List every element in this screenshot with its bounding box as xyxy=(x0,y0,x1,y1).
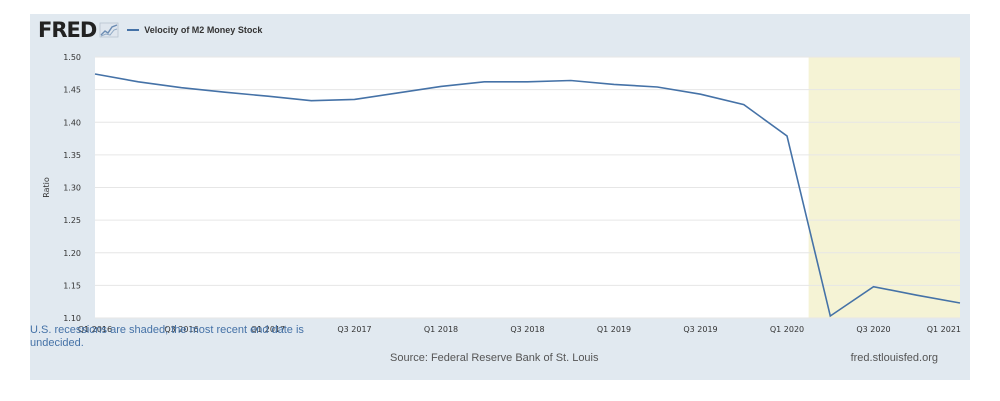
x-tick-label: Q1 2020 xyxy=(770,325,804,334)
x-tick-labels: Q1 2016 Q3 2016 Q1 2017 Q3 2017 Q1 2018 Q3 20… xyxy=(78,325,961,334)
x-tick-label: Q3 2018 xyxy=(510,325,544,334)
y-tick-label: 1.30 xyxy=(63,184,81,193)
data-point[interactable] xyxy=(655,85,659,89)
x-tick-label: Q3 2019 xyxy=(683,325,717,334)
line-chart: 1.10 1.15 1.20 1.25 1.30 1.35 1.40 1.45 1.50 Q1 … xyxy=(42,53,962,334)
chart-header: FRED Velocity of M2 Money Stock xyxy=(38,19,262,41)
data-point[interactable] xyxy=(612,82,616,86)
x-tick-label: Q3 2016 xyxy=(164,325,198,334)
data-point[interactable] xyxy=(439,84,443,88)
data-point[interactable] xyxy=(569,78,573,82)
data-point[interactable] xyxy=(266,94,270,98)
site-link[interactable]: fred.stlouisfed.org xyxy=(850,352,938,364)
data-point[interactable] xyxy=(785,134,789,138)
data-point[interactable] xyxy=(958,301,962,305)
data-point[interactable] xyxy=(526,80,530,84)
data-point[interactable] xyxy=(93,72,97,76)
x-tick-label: Q1 2021 xyxy=(927,325,961,334)
chart-line-icon xyxy=(99,22,119,38)
data-point[interactable] xyxy=(136,80,140,84)
recession-note: U.S. recessions are shaded; the most rec… xyxy=(30,324,304,349)
x-tick-label: Q3 2020 xyxy=(856,325,890,334)
data-point[interactable] xyxy=(396,91,400,95)
grid-lines xyxy=(95,56,960,319)
series-line[interactable] xyxy=(94,73,961,318)
y-tick-labels: 1.10 1.15 1.20 1.25 1.30 1.35 1.40 1.45 1.50 xyxy=(63,53,81,323)
x-tick-label: Q1 2017 xyxy=(251,325,285,334)
source-text: Source: Federal Reserve Bank of St. Loui… xyxy=(390,352,599,364)
x-tick-label: Q1 2019 xyxy=(597,325,631,334)
y-tick-label: 1.15 xyxy=(63,281,81,290)
legend-label[interactable]: Velocity of M2 Money Stock xyxy=(144,25,263,35)
data-point[interactable] xyxy=(482,80,486,84)
x-tick-label: Q1 2016 xyxy=(78,325,112,334)
x-tick-label: Q3 2017 xyxy=(337,325,371,334)
fred-logo[interactable]: FRED xyxy=(38,18,97,42)
y-tick-label: 1.25 xyxy=(63,216,81,225)
y-axis-title: Ratio xyxy=(42,177,51,198)
y-tick-label: 1.40 xyxy=(63,118,81,127)
y-tick-label: 1.45 xyxy=(63,86,81,95)
data-point[interactable] xyxy=(223,90,227,94)
chart-panel: FRED Velocity of M2 Money Stock 1.10 1.15… xyxy=(30,14,970,380)
y-tick-label: 1.35 xyxy=(63,151,81,160)
data-point[interactable] xyxy=(353,97,357,101)
data-point[interactable] xyxy=(828,314,832,318)
y-tick-label: 1.20 xyxy=(63,249,81,258)
y-tick-label: 1.50 xyxy=(63,53,81,62)
x-tick-label: Q1 2018 xyxy=(424,325,458,334)
data-point[interactable] xyxy=(915,293,919,297)
data-point[interactable] xyxy=(309,99,313,103)
data-point[interactable] xyxy=(742,103,746,107)
legend-swatch xyxy=(127,29,140,31)
data-point[interactable] xyxy=(180,86,184,90)
data-point[interactable] xyxy=(699,92,703,96)
y-tick-label: 1.10 xyxy=(63,314,81,323)
data-point[interactable] xyxy=(872,285,876,289)
